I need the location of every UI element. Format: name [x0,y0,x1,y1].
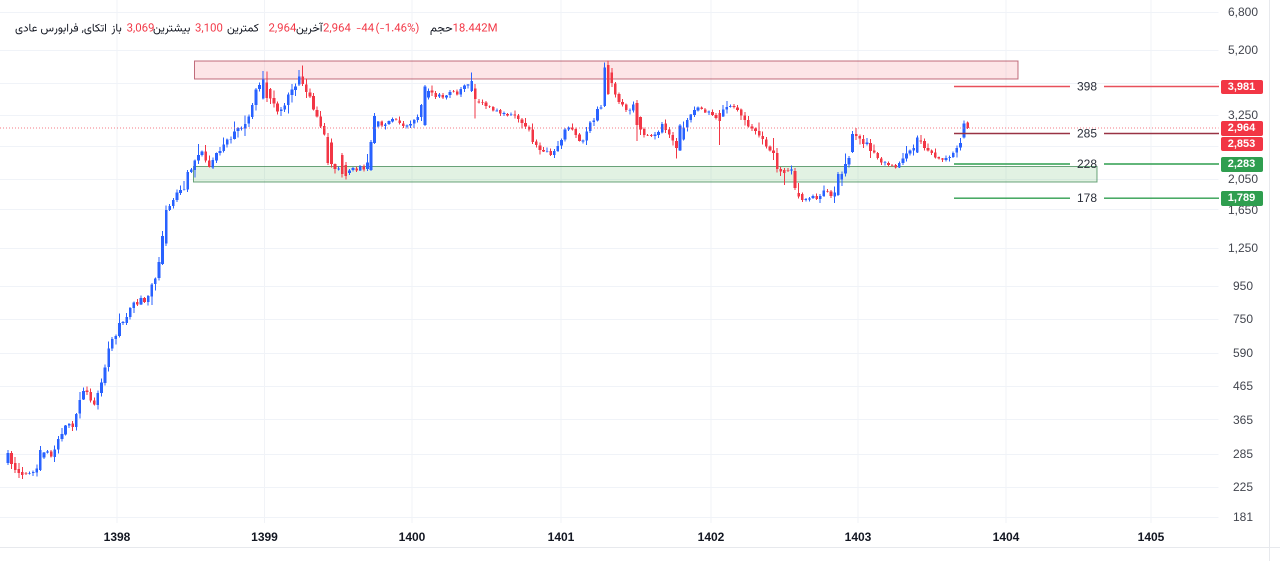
svg-text:398: 398 [1077,80,1097,94]
svg-text:285: 285 [1077,127,1097,141]
svg-text:178: 178 [1077,191,1097,205]
svg-text:228: 228 [1077,157,1097,171]
